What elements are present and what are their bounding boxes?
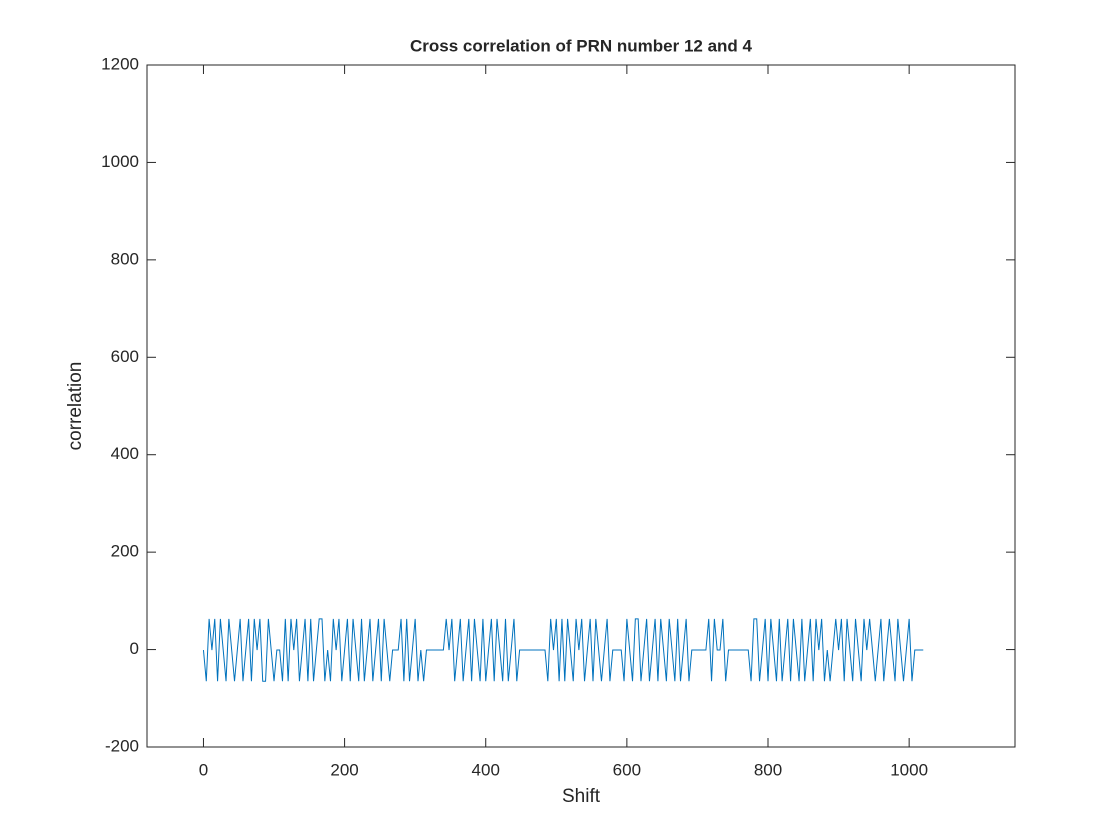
data-line bbox=[202, 618, 924, 682]
y-tick-label: 600 bbox=[111, 347, 139, 366]
x-axis-label: Shift bbox=[562, 786, 601, 807]
x-tick-label: 400 bbox=[472, 760, 500, 779]
x-tick-label: 800 bbox=[754, 760, 782, 779]
x-tick-label: 1000 bbox=[890, 760, 928, 779]
chart-title: Cross correlation of PRN number 12 and 4 bbox=[410, 36, 753, 55]
x-tick-label: 0 bbox=[199, 760, 208, 779]
y-tick-label: 1000 bbox=[101, 152, 139, 171]
x-tick-label: 600 bbox=[613, 760, 641, 779]
axes-box bbox=[146, 64, 1016, 748]
x-tick-label: 200 bbox=[330, 760, 358, 779]
y-axis-label: correlation bbox=[65, 362, 86, 451]
y-tick-label: 800 bbox=[111, 249, 139, 268]
y-tick-label: 1200 bbox=[101, 54, 139, 73]
y-tick-label: 200 bbox=[111, 542, 139, 561]
y-tick-label: -200 bbox=[105, 736, 139, 755]
y-tick-label: 0 bbox=[130, 639, 139, 658]
y-tick-label: 400 bbox=[111, 444, 139, 463]
